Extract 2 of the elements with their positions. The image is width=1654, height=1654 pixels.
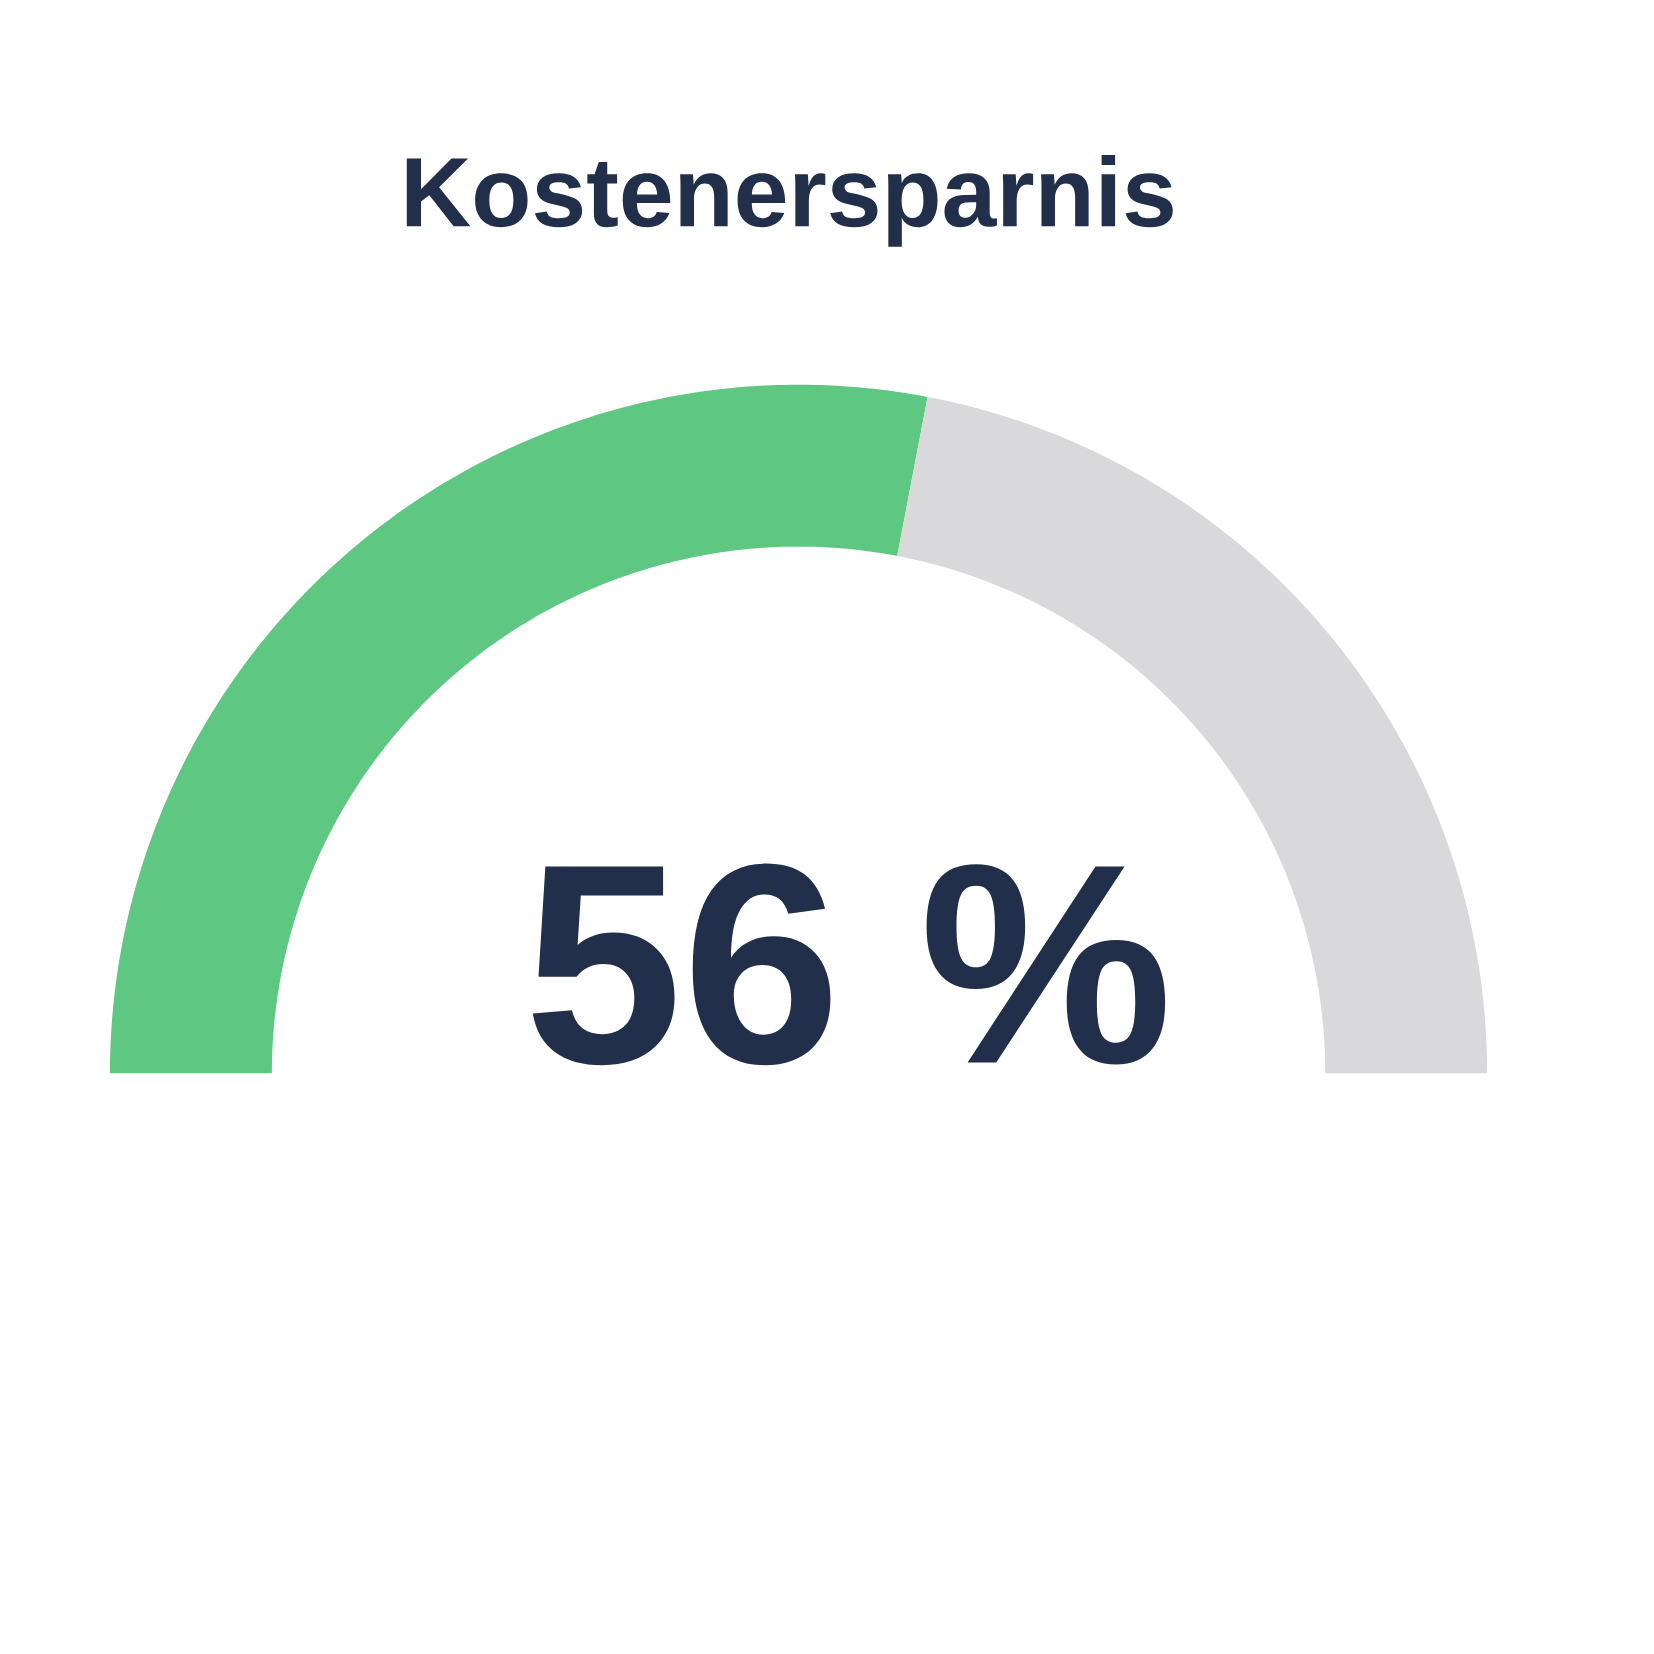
chart-title: Kostenersparnis <box>406 155 1173 247</box>
data-label: 56 % <box>532 863 1166 1066</box>
